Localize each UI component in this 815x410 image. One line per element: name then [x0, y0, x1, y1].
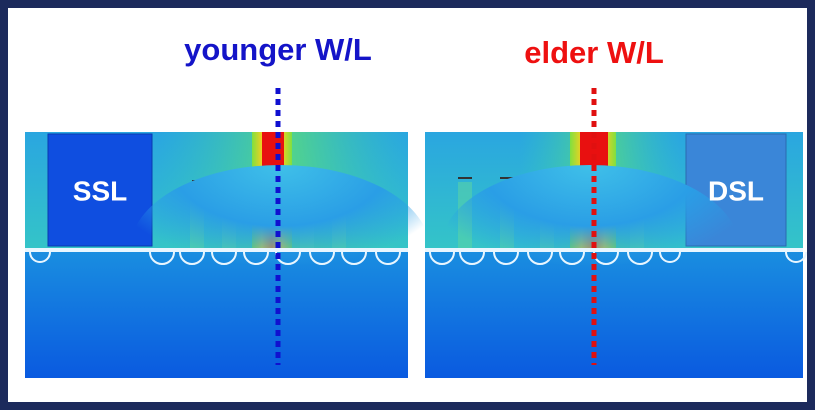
younger-label: younger W/L [184, 32, 372, 67]
dsl-label: DSL [708, 175, 764, 206]
ssl-label: SSL [73, 175, 127, 206]
slide: SSL DSL younger W/L elder W/L [0, 0, 815, 410]
elder-label: elder W/L [524, 35, 664, 70]
